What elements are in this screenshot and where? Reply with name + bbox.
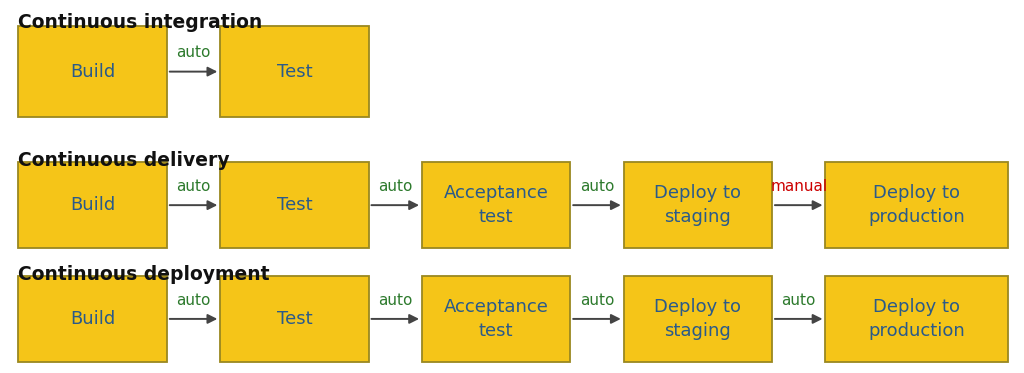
Text: auto: auto [580, 293, 614, 308]
Text: Test: Test [276, 196, 312, 214]
Text: auto: auto [580, 179, 614, 194]
Text: Build: Build [70, 310, 116, 328]
Text: Test: Test [276, 310, 312, 328]
FancyBboxPatch shape [220, 276, 369, 362]
Text: auto: auto [176, 179, 211, 194]
Text: auto: auto [378, 179, 413, 194]
FancyBboxPatch shape [18, 276, 167, 362]
FancyBboxPatch shape [220, 26, 369, 117]
Text: auto: auto [176, 46, 211, 60]
FancyBboxPatch shape [624, 276, 772, 362]
Text: Test: Test [276, 63, 312, 81]
FancyBboxPatch shape [422, 276, 570, 362]
Text: Build: Build [70, 63, 116, 81]
FancyBboxPatch shape [624, 162, 772, 248]
Text: Deploy to
staging: Deploy to staging [654, 184, 741, 226]
FancyBboxPatch shape [825, 276, 1008, 362]
Text: manual: manual [770, 179, 827, 194]
Text: Continuous deployment: Continuous deployment [18, 265, 270, 284]
Text: Acceptance
test: Acceptance test [443, 298, 549, 340]
Text: auto: auto [378, 293, 413, 308]
Text: Deploy to
production: Deploy to production [868, 298, 965, 340]
FancyBboxPatch shape [220, 162, 369, 248]
FancyBboxPatch shape [18, 26, 167, 117]
Text: auto: auto [176, 293, 211, 308]
Text: auto: auto [781, 293, 816, 308]
Text: Acceptance
test: Acceptance test [443, 184, 549, 226]
Text: Build: Build [70, 196, 116, 214]
FancyBboxPatch shape [825, 162, 1008, 248]
Text: Continuous delivery: Continuous delivery [18, 151, 230, 170]
FancyBboxPatch shape [18, 162, 167, 248]
Text: Deploy to
production: Deploy to production [868, 184, 965, 226]
FancyBboxPatch shape [422, 162, 570, 248]
Text: Deploy to
staging: Deploy to staging [654, 298, 741, 340]
Text: Continuous integration: Continuous integration [18, 13, 263, 32]
